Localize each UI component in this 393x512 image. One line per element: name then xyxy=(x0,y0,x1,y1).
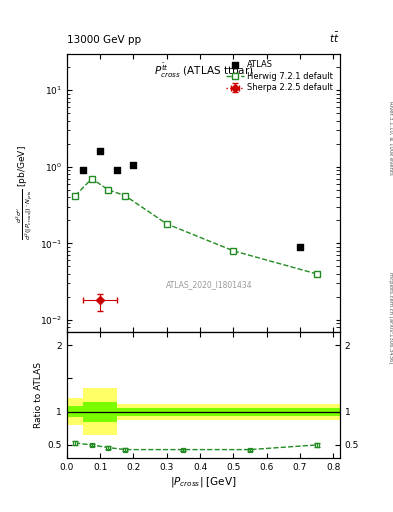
Herwig 7.2.1 default xyxy=(73,193,77,199)
Text: $P^{\bar{t}t}_{cross}$ (ATLAS ttbar): $P^{\bar{t}t}_{cross}$ (ATLAS ttbar) xyxy=(154,62,253,80)
Text: 13000 GeV pp: 13000 GeV pp xyxy=(67,35,141,45)
Y-axis label: $\frac{d^2\sigma^u}{d^2(|P_{cross}|) \cdot N_{jets}}$ [pb/GeV]: $\frac{d^2\sigma^u}{d^2(|P_{cross}|) \cd… xyxy=(15,145,35,240)
ATLAS xyxy=(114,166,120,175)
Herwig 7.2.1 default xyxy=(164,221,169,227)
ATLAS xyxy=(80,166,86,175)
ATLAS xyxy=(130,161,137,169)
Text: t$\bar{t}$: t$\bar{t}$ xyxy=(329,31,340,45)
Herwig 7.2.1 default xyxy=(314,271,319,277)
ATLAS xyxy=(297,243,303,251)
Text: ATLAS_2020_I1801434: ATLAS_2020_I1801434 xyxy=(165,280,252,289)
X-axis label: $|P_{cross}|$ [GeV]: $|P_{cross}|$ [GeV] xyxy=(170,475,237,489)
Text: Rivet 3.1.10, ≥ 100k events: Rivet 3.1.10, ≥ 100k events xyxy=(388,101,393,175)
Line: Herwig 7.2.1 default: Herwig 7.2.1 default xyxy=(72,176,320,276)
Y-axis label: Ratio to ATLAS: Ratio to ATLAS xyxy=(35,362,43,428)
Herwig 7.2.1 default xyxy=(231,248,236,254)
Herwig 7.2.1 default xyxy=(90,176,94,182)
Herwig 7.2.1 default xyxy=(106,187,111,193)
Herwig 7.2.1 default xyxy=(123,193,127,199)
Legend: ATLAS, Herwig 7.2.1 default, Sherpa 2.2.5 default: ATLAS, Herwig 7.2.1 default, Sherpa 2.2.… xyxy=(223,58,336,95)
ATLAS xyxy=(97,147,103,155)
Text: mcplots.cern.ch [arXiv:1306.3436]: mcplots.cern.ch [arXiv:1306.3436] xyxy=(388,272,393,363)
